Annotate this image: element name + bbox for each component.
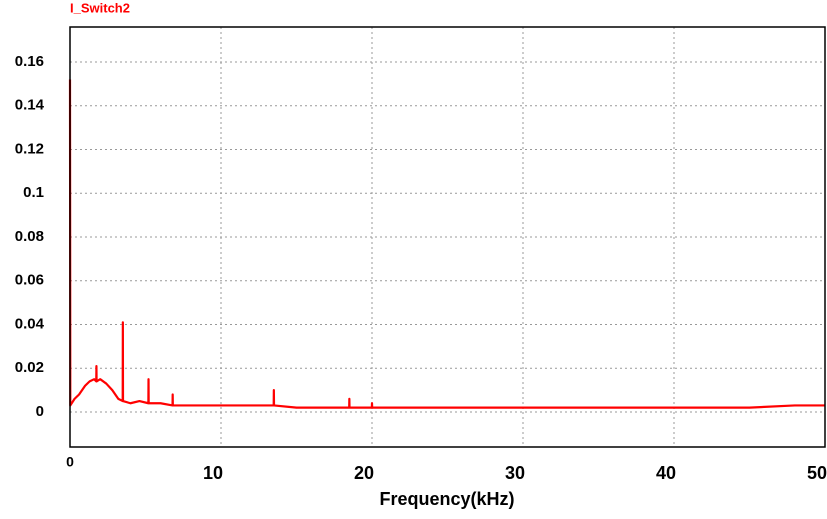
x-tick-label: 20 (354, 463, 374, 483)
plot-frame (69, 26, 826, 448)
y-tick-label: 0.16 (15, 53, 44, 70)
spectrum-line (68, 79, 825, 409)
x-tick-label: 40 (656, 463, 676, 483)
y-tick-label: 0.12 (15, 140, 44, 157)
y-tick-label: 0.04 (15, 315, 45, 332)
x-tick-label: 10 (203, 463, 223, 483)
x-tick-label: 50 (807, 463, 827, 483)
y-tick-label: 0.14 (15, 97, 45, 114)
y-tick-label: 0.08 (15, 228, 44, 245)
x-tick-label: 0 (66, 454, 74, 470)
x-axis-label: Frequency(kHz) (379, 489, 514, 509)
y-tick-label: 0.1 (23, 184, 44, 201)
x-tick-label: 30 (505, 463, 525, 483)
chart-title: I_Switch2 (70, 0, 130, 15)
y-tick-label: 0.06 (15, 272, 44, 289)
y-tick-label: 0 (36, 403, 44, 420)
y-tick-label: 0.02 (15, 359, 44, 376)
